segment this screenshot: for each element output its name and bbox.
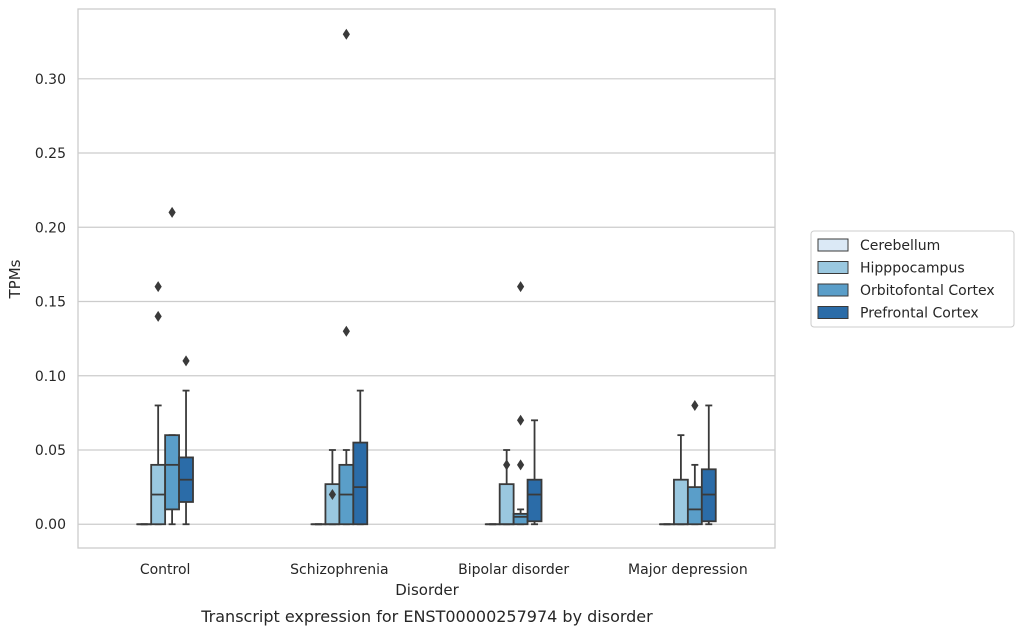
outlier-point bbox=[343, 29, 350, 40]
legend-swatch bbox=[818, 307, 848, 319]
box-1-1 bbox=[325, 450, 339, 524]
x-axis-label: Disorder bbox=[395, 581, 459, 599]
outlier-point bbox=[517, 415, 524, 426]
outlier-point bbox=[168, 207, 175, 218]
y-tick-label: 0.05 bbox=[35, 443, 66, 459]
x-tick-label: Major depression bbox=[628, 562, 748, 578]
box-1-3 bbox=[353, 391, 367, 525]
legend-swatch bbox=[818, 262, 848, 274]
box-3-3 bbox=[702, 405, 716, 524]
y-tick-label: 0.00 bbox=[35, 517, 66, 533]
legend-swatch bbox=[818, 284, 848, 296]
box-body bbox=[514, 514, 528, 524]
legend-swatch bbox=[818, 239, 848, 251]
outlier-point bbox=[155, 281, 162, 292]
y-tick-label: 0.20 bbox=[35, 220, 66, 236]
x-tick-label: Bipolar disorder bbox=[458, 562, 569, 578]
box-0-3 bbox=[179, 355, 193, 524]
box-2-1 bbox=[500, 450, 514, 524]
y-tick-label: 0.10 bbox=[35, 369, 66, 385]
legend: Cerebellum Hipppocampus Orbitofontal Corte… bbox=[811, 231, 1014, 327]
box-3-2 bbox=[688, 400, 702, 524]
box-0-1 bbox=[151, 281, 165, 524]
box-body bbox=[500, 484, 514, 524]
box-body bbox=[353, 443, 367, 525]
y-tick-label: 0.30 bbox=[35, 72, 66, 88]
y-tick-labels: 0.00 0.05 0.10 0.15 0.20 0.25 0.30 bbox=[35, 72, 66, 533]
legend-label: Prefrontal Cortex bbox=[860, 306, 979, 322]
x-tick-label: Control bbox=[140, 562, 191, 578]
outlier-point bbox=[343, 326, 350, 337]
outlier-point bbox=[503, 459, 510, 470]
outlier-point bbox=[517, 459, 524, 470]
box-2-3 bbox=[528, 420, 542, 524]
legend-label: Cerebellum bbox=[860, 238, 940, 254]
box-3-1 bbox=[674, 435, 688, 524]
outlier-point bbox=[517, 281, 524, 292]
legend-label: Hipppocampus bbox=[860, 261, 965, 277]
y-tick-label: 0.15 bbox=[35, 295, 66, 311]
outlier-point bbox=[155, 311, 162, 322]
x-tick-label: Schizophrenia bbox=[290, 562, 388, 578]
box-body bbox=[674, 480, 688, 525]
y-axis-label: TPMs bbox=[6, 259, 24, 299]
y-tick-label: 0.25 bbox=[35, 146, 66, 162]
x-tick-labels: Control Schizophrenia Bipolar disorder Majo… bbox=[140, 562, 748, 578]
chart-caption: Transcript expression for ENST0000025797… bbox=[200, 607, 653, 626]
box-2-2 bbox=[514, 281, 528, 524]
outlier-point bbox=[182, 355, 189, 366]
box-body bbox=[528, 480, 542, 522]
box-0-2 bbox=[165, 207, 179, 524]
legend-label: Orbitofontal Cortex bbox=[860, 283, 995, 299]
outlier-point bbox=[691, 400, 698, 411]
box-body bbox=[165, 435, 179, 509]
box-body bbox=[688, 487, 702, 524]
